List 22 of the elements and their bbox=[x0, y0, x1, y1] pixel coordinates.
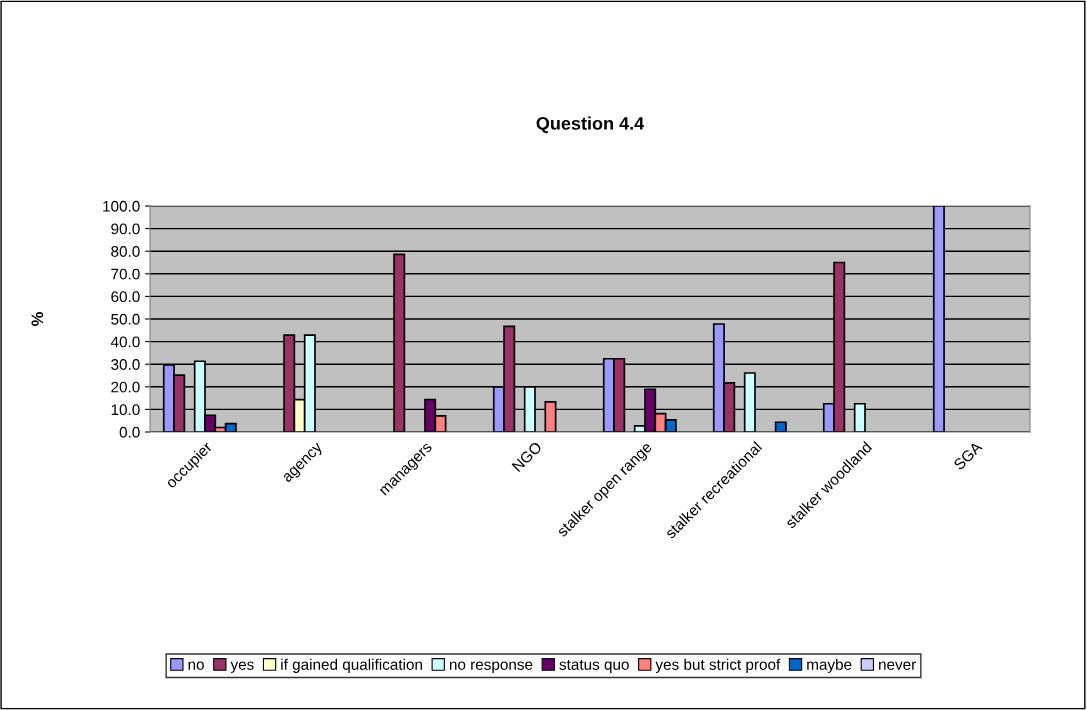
y-tick-label: 10.0 bbox=[111, 404, 140, 416]
y-tick-label: 40.0 bbox=[110, 336, 140, 348]
y-tick-label: 50.0 bbox=[111, 313, 140, 325]
y-tick-label: 100.0 bbox=[103, 200, 140, 212]
legend-label: yes but strict proof bbox=[655, 658, 781, 673]
y-tick-label: 0.0 bbox=[119, 426, 140, 438]
y-tick-label: 70.0 bbox=[111, 268, 140, 280]
legend-label: never bbox=[879, 661, 916, 670]
y-tick-label: 60.0 bbox=[111, 291, 140, 303]
chart-title: Question 4.4 bbox=[536, 116, 645, 134]
y-axis-title: % bbox=[31, 312, 44, 326]
legend-label: yes bbox=[230, 661, 254, 673]
y-tick-label: 90.0 bbox=[111, 223, 140, 235]
legend-label: status quo bbox=[559, 659, 629, 673]
y-tick-label: 80.0 bbox=[111, 246, 140, 257]
bar bbox=[774, 421, 787, 432]
legend-label: no bbox=[188, 661, 204, 670]
legend-label: if gained qualification bbox=[281, 658, 422, 673]
y-tick-label: 30.0 bbox=[111, 359, 140, 370]
legend-label: maybe bbox=[807, 658, 852, 673]
y-tick-label: 20.0 bbox=[111, 381, 140, 393]
legend-label: no response bbox=[449, 661, 533, 673]
